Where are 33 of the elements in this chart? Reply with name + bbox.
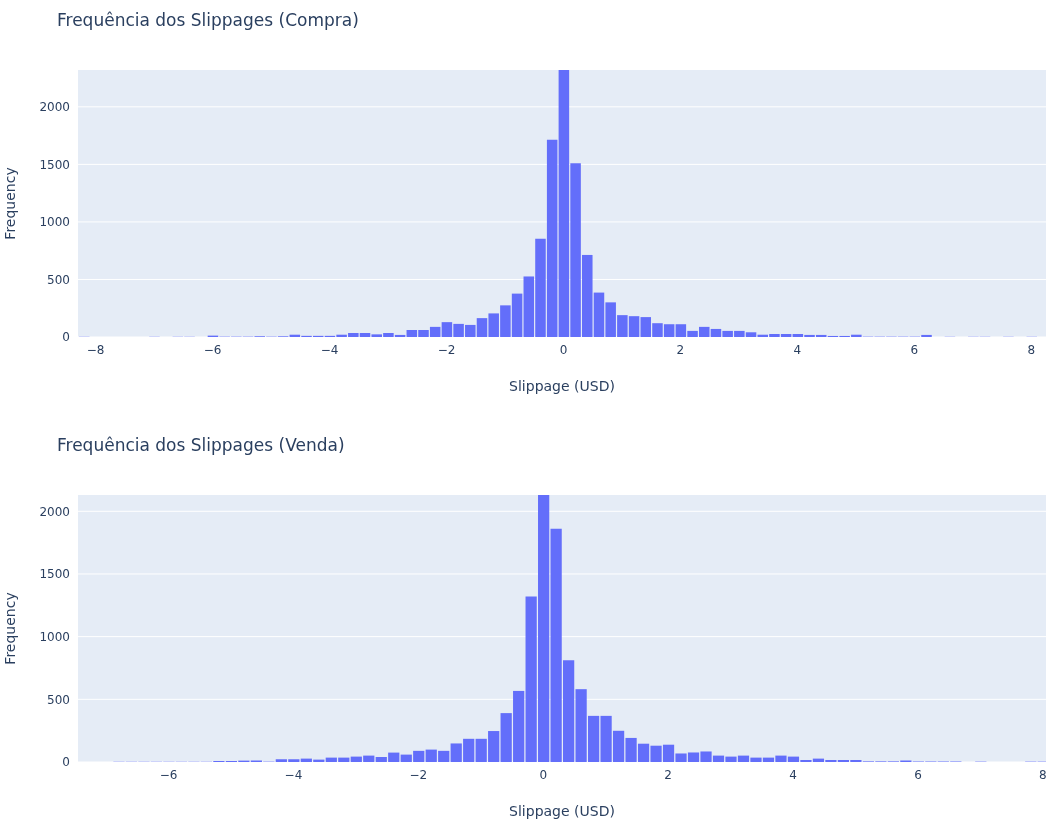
x-tick-label: −6	[159, 767, 178, 782]
x-tick-label: 0	[539, 767, 548, 782]
x-tick-label: 2	[664, 767, 672, 782]
x-tick-label: −8	[86, 342, 105, 357]
x-tick-label: 0	[559, 342, 568, 357]
x-tick-label: 4	[793, 342, 802, 357]
x-tick-label: 8	[1027, 342, 1036, 357]
y-tick-label: 1000	[39, 629, 70, 644]
y-tick-label: 500	[47, 272, 70, 287]
y-tick-label: 1000	[39, 215, 70, 230]
y-tick-label: 2000	[39, 504, 70, 519]
x-tick-label: −2	[409, 767, 428, 782]
x-axis-title: Slippage (USD)	[509, 803, 615, 819]
x-tick-label: 4	[789, 767, 797, 782]
y-tick-label: 0	[62, 755, 70, 770]
chart-title: Frequência dos Slippages (Compra)	[57, 10, 359, 30]
y-tick-label: 0	[62, 330, 70, 345]
y-tick-label: 2000	[39, 100, 70, 115]
x-tick-label: 2	[676, 342, 685, 357]
x-tick-label: −4	[284, 767, 303, 782]
y-axis-title: Frequency	[1, 167, 18, 240]
y-tick-label: 500	[47, 692, 70, 707]
x-axis-title: Slippage (USD)	[509, 378, 615, 394]
x-tick-label: 6	[910, 342, 919, 357]
y-tick-label: 1500	[39, 567, 70, 582]
y-tick-label: 1500	[39, 157, 70, 172]
chart-title: Frequência dos Slippages (Venda)	[57, 435, 345, 455]
x-tick-label: −6	[203, 342, 222, 357]
x-tick-label: 8	[1039, 767, 1046, 782]
x-tick-label: −4	[320, 342, 339, 357]
y-axis-title: Frequency	[1, 592, 18, 665]
x-tick-label: 6	[914, 767, 922, 782]
x-tick-label: −2	[437, 342, 456, 357]
